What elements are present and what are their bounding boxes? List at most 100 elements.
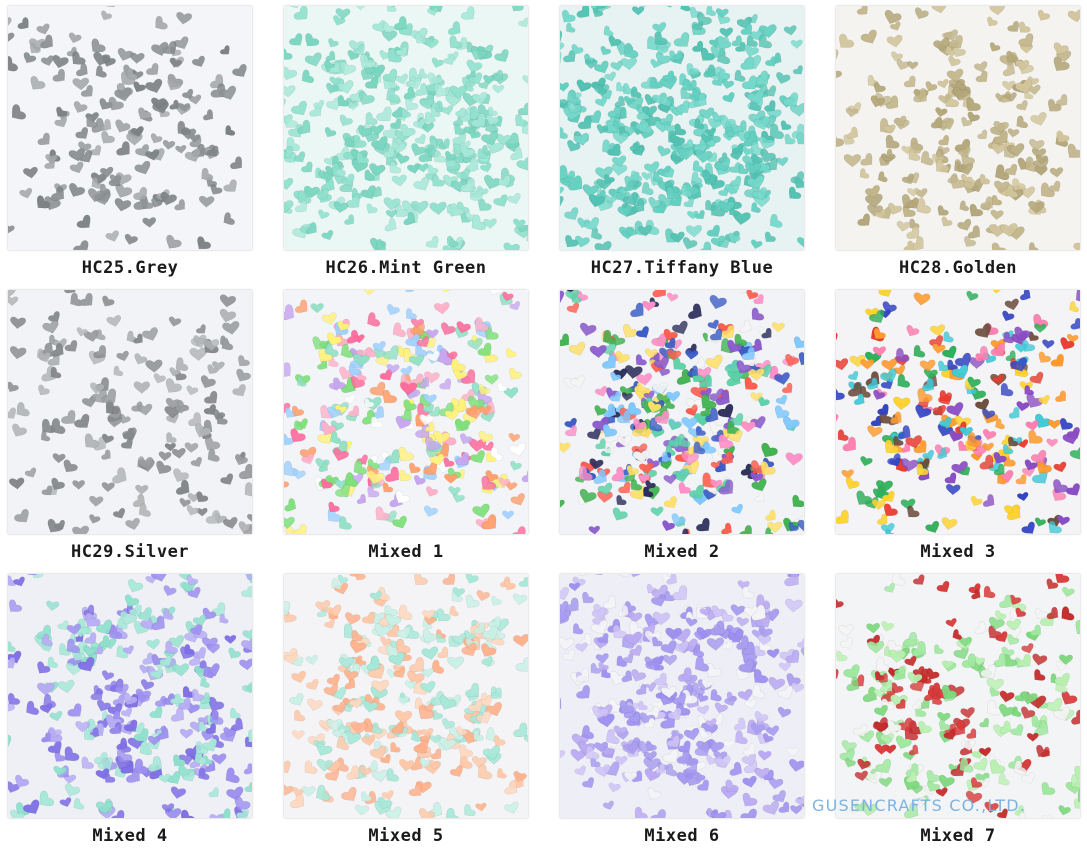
heart-confetti-piece xyxy=(132,493,146,508)
heart-confetti-piece xyxy=(392,322,406,338)
heart-confetti-piece xyxy=(582,184,599,198)
heart-confetti-piece xyxy=(445,150,457,162)
heart-confetti-piece xyxy=(344,612,361,626)
heart-confetti-piece xyxy=(515,114,528,127)
heart-confetti-piece xyxy=(786,673,801,687)
heart-confetti-piece xyxy=(724,695,737,707)
heart-confetti-piece xyxy=(516,156,528,171)
heart-confetti-piece xyxy=(1016,100,1028,111)
heart-confetti-piece xyxy=(793,336,804,349)
heart-confetti-piece xyxy=(594,764,611,778)
heart-confetti-piece xyxy=(329,431,342,444)
heart-confetti-piece xyxy=(10,809,25,818)
heart-confetti-piece xyxy=(23,799,40,815)
heart-confetti-piece xyxy=(165,640,179,654)
heart-confetti-piece xyxy=(157,727,169,740)
heart-confetti-piece xyxy=(180,809,196,818)
heart-confetti-piece xyxy=(565,290,580,301)
heart-confetti-piece xyxy=(149,706,163,719)
heart-confetti-piece xyxy=(505,132,520,148)
heart-confetti-piece xyxy=(950,174,967,190)
heart-confetti-piece xyxy=(449,765,463,777)
heart-confetti-piece xyxy=(588,194,606,208)
heart-confetti-piece xyxy=(597,632,609,644)
heart-confetti-piece xyxy=(410,730,421,742)
heart-confetti-piece xyxy=(660,640,677,655)
heart-confetti-piece xyxy=(671,150,681,162)
heart-confetti-piece xyxy=(29,43,41,54)
heart-confetti-piece xyxy=(881,621,894,632)
heart-confetti-piece xyxy=(170,57,182,68)
heart-confetti-piece xyxy=(781,382,793,394)
heart-confetti-piece xyxy=(126,133,143,146)
heart-confetti-piece xyxy=(425,486,439,497)
heart-confetti-piece xyxy=(967,376,981,388)
heart-confetti-piece xyxy=(201,167,214,181)
heart-confetti-piece xyxy=(138,503,151,517)
heart-confetti-piece xyxy=(1016,401,1030,412)
heart-confetti-piece xyxy=(437,348,453,365)
heart-confetti-piece xyxy=(510,526,526,534)
heart-confetti-piece xyxy=(424,436,441,451)
heart-confetti-piece xyxy=(620,57,638,71)
heart-confetti-piece xyxy=(333,447,349,462)
heart-confetti-piece xyxy=(521,469,528,483)
heart-confetti-piece xyxy=(209,813,224,818)
heart-confetti-piece xyxy=(371,186,383,198)
heart-confetti-piece xyxy=(935,107,948,118)
heart-confetti-piece xyxy=(758,396,770,407)
heart-confetti-piece xyxy=(339,366,355,380)
heart-confetti-piece xyxy=(431,174,445,187)
heart-confetti-piece xyxy=(777,706,792,718)
heart-confetti-piece xyxy=(166,770,181,784)
heart-confetti-piece xyxy=(872,346,887,357)
heart-confetti-piece xyxy=(1017,653,1031,667)
heart-confetti-piece xyxy=(607,143,621,157)
heart-confetti-piece xyxy=(381,29,398,42)
heart-confetti-piece xyxy=(892,666,906,681)
heart-confetti-piece xyxy=(749,98,762,112)
heart-confetti-piece xyxy=(872,488,885,499)
heart-confetti-piece xyxy=(897,717,913,732)
heart-confetti-piece xyxy=(876,513,888,525)
heart-confetti-piece xyxy=(594,60,609,74)
heart-confetti-piece xyxy=(400,107,412,118)
heart-confetti-piece xyxy=(331,162,346,177)
company-watermark: GUSENCRAFTS CO.,LTD. xyxy=(812,796,1027,815)
heart-confetti-piece xyxy=(959,757,974,773)
heart-confetti-piece xyxy=(597,482,613,496)
heart-confetti-piece xyxy=(1075,619,1080,635)
heart-confetti-piece xyxy=(994,418,1005,430)
heart-confetti-piece xyxy=(607,105,622,119)
heart-confetti-piece xyxy=(8,692,21,705)
heart-confetti-piece xyxy=(931,6,948,14)
heart-confetti-piece xyxy=(727,339,742,353)
heart-confetti-piece xyxy=(301,453,314,465)
heart-confetti-piece xyxy=(654,410,670,425)
heart-confetti-piece xyxy=(698,727,712,739)
heart-confetti-piece xyxy=(1008,407,1020,419)
swatch-image-mixed-7 xyxy=(836,574,1080,818)
heart-confetti-piece xyxy=(742,146,754,156)
heart-confetti-piece xyxy=(971,588,981,600)
heart-confetti-piece xyxy=(1002,62,1016,77)
heart-confetti-piece xyxy=(206,643,220,654)
heart-confetti-piece xyxy=(346,329,360,344)
heart-confetti-piece xyxy=(333,701,346,713)
heart-confetti-piece xyxy=(857,213,871,226)
heart-confetti-piece xyxy=(512,593,528,606)
heart-confetti-piece xyxy=(344,472,358,488)
heart-confetti-piece xyxy=(632,449,650,464)
heart-confetti-piece xyxy=(706,224,720,238)
heart-confetti-piece xyxy=(17,17,29,30)
heart-confetti-piece xyxy=(645,480,656,490)
heart-confetti-piece xyxy=(581,724,595,740)
heart-confetti-piece xyxy=(1046,578,1059,590)
heart-confetti-piece xyxy=(937,205,949,216)
heart-confetti-piece xyxy=(210,183,223,195)
heart-confetti-piece xyxy=(710,688,722,702)
heart-confetti-piece xyxy=(568,582,581,592)
heart-confetti-piece xyxy=(944,472,957,484)
heart-confetti-piece xyxy=(595,438,606,450)
heart-confetti-piece xyxy=(1041,781,1056,795)
